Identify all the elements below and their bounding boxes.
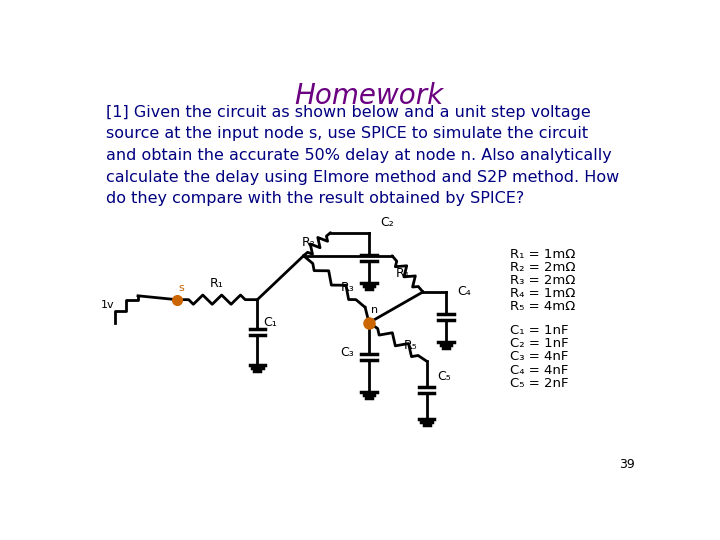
- Text: R₃ = 2mΩ: R₃ = 2mΩ: [510, 274, 575, 287]
- Text: C₃ = 4nF: C₃ = 4nF: [510, 350, 568, 363]
- Text: C₂ = 1nF: C₂ = 1nF: [510, 338, 569, 350]
- Text: R₂ = 2mΩ: R₂ = 2mΩ: [510, 261, 575, 274]
- Text: C₅: C₅: [438, 370, 451, 383]
- Text: Homework: Homework: [294, 82, 444, 110]
- Text: C₄: C₄: [456, 286, 471, 299]
- Text: R₃: R₃: [341, 281, 354, 294]
- Text: s: s: [178, 283, 184, 293]
- Text: C₁: C₁: [264, 316, 277, 329]
- Text: C₂: C₂: [379, 216, 394, 229]
- Text: C₁ = 1nF: C₁ = 1nF: [510, 325, 568, 338]
- Text: R₁ = 1mΩ: R₁ = 1mΩ: [510, 248, 575, 261]
- Text: R₅: R₅: [404, 339, 418, 353]
- Text: R₁: R₁: [210, 276, 224, 289]
- Text: 39: 39: [619, 458, 634, 471]
- Text: C₅ = 2nF: C₅ = 2nF: [510, 377, 568, 390]
- Text: R₅ = 4mΩ: R₅ = 4mΩ: [510, 300, 575, 313]
- Text: R₂: R₂: [302, 236, 315, 249]
- Text: 1v: 1v: [101, 300, 114, 310]
- Text: R₄: R₄: [396, 267, 410, 280]
- Text: C₃: C₃: [341, 346, 354, 359]
- Text: R₄ = 1mΩ: R₄ = 1mΩ: [510, 287, 575, 300]
- Text: C₄ = 4nF: C₄ = 4nF: [510, 363, 568, 376]
- Text: n: n: [371, 305, 378, 315]
- Text: [1] Given the circuit as shown below and a unit step voltage
source at the input: [1] Given the circuit as shown below and…: [106, 105, 619, 206]
